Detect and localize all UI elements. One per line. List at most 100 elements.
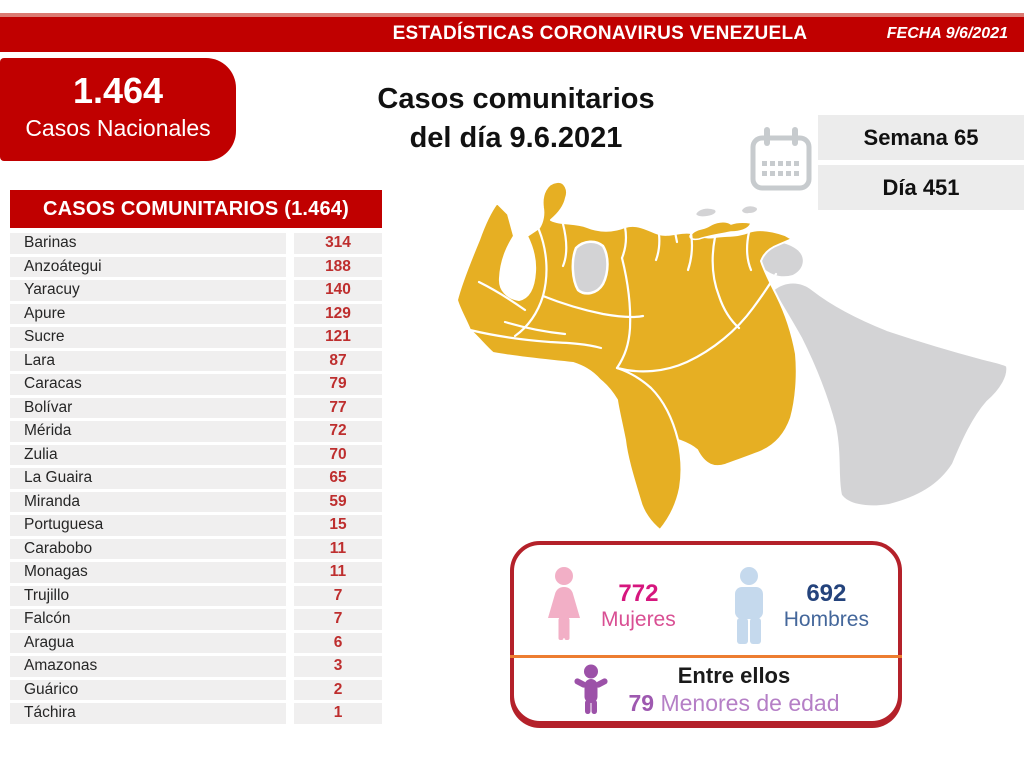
- state-name: Zulia: [10, 444, 286, 465]
- map-region-gray-state: [571, 240, 609, 295]
- map-islet-gold: [689, 221, 752, 241]
- table-row: Falcón 7: [10, 609, 382, 630]
- gender-row: 772 Mujeres 692 Hombres: [514, 557, 898, 655]
- state-value: 188: [294, 256, 382, 277]
- men-group: 692 Hombres: [730, 557, 869, 655]
- state-value: 6: [294, 632, 382, 653]
- state-name: Monagas: [10, 562, 286, 583]
- female-icon: [548, 567, 581, 640]
- state-value: 11: [294, 562, 382, 583]
- state-value: 87: [294, 350, 382, 371]
- state-name: Bolívar: [10, 397, 286, 418]
- table-row: Miranda 59: [10, 491, 382, 512]
- state-name: Falcón: [10, 609, 286, 630]
- state-name: La Guaira: [10, 468, 286, 489]
- table-row: La Guaira 65: [10, 468, 382, 489]
- table-row: Zulia 70: [10, 444, 382, 465]
- state-value: 11: [294, 538, 382, 559]
- map-region-esequibo: [771, 281, 1009, 508]
- state-name: Carabobo: [10, 538, 286, 559]
- state-name: Miranda: [10, 491, 286, 512]
- table-row: Bolívar 77: [10, 397, 382, 418]
- men-count: 692: [806, 580, 847, 608]
- state-name: Apure: [10, 303, 286, 324]
- state-value: 15: [294, 515, 382, 536]
- minors-intro: Entre ellos: [677, 663, 791, 688]
- national-cases-label: Casos Nacionales: [25, 115, 211, 141]
- table-row: Amazonas 3: [10, 656, 382, 677]
- banner-date: FECHA 9/6/2021: [886, 25, 1008, 42]
- table-row: Barinas 314: [10, 233, 382, 254]
- women-group: 772 Mujeres: [543, 557, 676, 655]
- calendar-icon: [750, 127, 812, 191]
- top-banner: ESTADÍSTICAS CORONAVIRUS VENEZUELA FECHA…: [0, 13, 1024, 52]
- state-value: 7: [294, 609, 382, 630]
- minors-count: 79: [628, 690, 655, 716]
- state-name: Yaracuy: [10, 280, 286, 301]
- page-title-line1: Casos comunitarios: [377, 83, 655, 115]
- cases-table: CASOS COMUNITARIOS (1.464) Barinas 314 A…: [10, 190, 382, 727]
- minors-detail: 79 Menores de edad: [629, 690, 840, 717]
- women-label: Mujeres: [601, 607, 676, 631]
- state-value: 77: [294, 397, 382, 418]
- table-row: Monagas 11: [10, 562, 382, 583]
- table-row: Lara 87: [10, 350, 382, 371]
- state-name: Guárico: [10, 679, 286, 700]
- map-islet-gray-2: [739, 204, 759, 216]
- minors-label: Menores de edad: [660, 690, 840, 716]
- table-row: Portuguesa 15: [10, 515, 382, 536]
- state-name: Caracas: [10, 374, 286, 395]
- state-value: 121: [294, 327, 382, 348]
- page-title: Casos comunitarios del día 9.6.2021: [316, 80, 716, 158]
- state-value: 140: [294, 280, 382, 301]
- state-value: 3: [294, 656, 382, 677]
- state-name: Táchira: [10, 703, 286, 724]
- state-value: 65: [294, 468, 382, 489]
- state-name: Barinas: [10, 233, 286, 254]
- male-icon: [734, 567, 763, 644]
- table-row: Aragua 6: [10, 632, 382, 653]
- state-value: 7: [294, 585, 382, 606]
- orange-divider: [510, 655, 902, 658]
- day-badge: Día 451: [818, 165, 1024, 210]
- state-name: Aragua: [10, 632, 286, 653]
- map-state-borders: [468, 222, 778, 442]
- child-icon: [573, 664, 608, 714]
- table-row: Caracas 79: [10, 374, 382, 395]
- national-cases-value: 1.464: [72, 70, 164, 111]
- table-row: Táchira 1: [10, 703, 382, 724]
- table-row: Guárico 2: [10, 679, 382, 700]
- map-mainland: [456, 180, 798, 531]
- map-islet-gray-1: [693, 206, 718, 219]
- demographics-box: 772 Mujeres 692 Hombres: [510, 541, 902, 725]
- venezuela-map: [456, 180, 1009, 531]
- state-name: Mérida: [10, 421, 286, 442]
- table-row: Yaracuy 140: [10, 280, 382, 301]
- minors-row: Entre ellos 79 Menores de edad: [514, 663, 898, 717]
- table-row: Anzoátegui 188: [10, 256, 382, 277]
- national-cases-box: 1.464 Casos Nacionales: [0, 58, 236, 161]
- state-name: Trujillo: [10, 585, 286, 606]
- state-value: 2: [294, 679, 382, 700]
- state-value: 314: [294, 233, 382, 254]
- men-label: Hombres: [783, 607, 869, 631]
- state-name: Anzoátegui: [10, 256, 286, 277]
- state-value: 129: [294, 303, 382, 324]
- state-value: 1: [294, 703, 382, 724]
- state-name: Lara: [10, 350, 286, 371]
- page-title-line2: del día 9.6.2021: [409, 122, 623, 155]
- women-count: 772: [618, 580, 659, 608]
- table-row: Carabobo 11: [10, 538, 382, 559]
- table-row: Sucre 121: [10, 327, 382, 348]
- state-name: Sucre: [10, 327, 286, 348]
- cases-table-header: CASOS COMUNITARIOS (1.464): [10, 190, 382, 228]
- state-value: 70: [294, 444, 382, 465]
- state-value: 72: [294, 421, 382, 442]
- week-badge: Semana 65: [818, 115, 1024, 160]
- table-row: Mérida 72: [10, 421, 382, 442]
- state-value: 59: [294, 491, 382, 512]
- cases-table-body: Barinas 314 Anzoátegui 188 Yaracuy 140 A…: [10, 233, 382, 724]
- table-row: Apure 129: [10, 303, 382, 324]
- state-name: Amazonas: [10, 656, 286, 677]
